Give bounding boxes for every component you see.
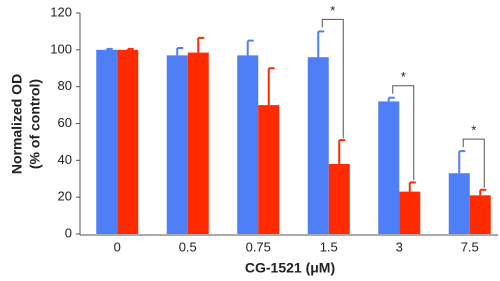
- bar: [166, 55, 188, 234]
- bar: [117, 49, 139, 235]
- y-tick-label: 0: [65, 225, 72, 240]
- significance-label: *: [330, 3, 335, 18]
- bar: [448, 173, 470, 234]
- y-axis-title: (% of control): [27, 79, 43, 169]
- bar: [399, 191, 421, 234]
- y-axis-title: Normalized OD: [9, 74, 25, 174]
- bar: [187, 52, 209, 235]
- x-tick-label: 3: [396, 239, 403, 254]
- y-tick-label: 20: [58, 189, 72, 204]
- x-tick-label: 7.5: [461, 239, 479, 254]
- x-axis-title: CG-1521 (μM): [245, 260, 335, 276]
- bar: [307, 57, 329, 235]
- y-tick-label: 120: [50, 4, 72, 19]
- bar: [237, 55, 259, 234]
- significance-label: *: [401, 69, 406, 84]
- significance-bracket: [321, 18, 344, 139]
- significance-bracket: [462, 138, 485, 188]
- y-tick-label: 100: [50, 41, 72, 56]
- bar: [469, 195, 491, 234]
- x-tick-label: 1.5: [320, 239, 338, 254]
- significance-label: *: [471, 123, 476, 138]
- significance-bracket: [392, 85, 415, 181]
- y-tick-label: 60: [58, 115, 72, 130]
- x-tick-label: 0.75: [246, 239, 271, 254]
- x-tick-label: 0: [114, 239, 121, 254]
- y-tick-label: 80: [58, 78, 72, 93]
- bar: [258, 105, 280, 234]
- y-tick-label: 40: [58, 152, 72, 167]
- bar: [378, 101, 400, 235]
- bar: [328, 164, 350, 234]
- x-tick-label: 0.5: [179, 239, 197, 254]
- bar: [96, 49, 118, 235]
